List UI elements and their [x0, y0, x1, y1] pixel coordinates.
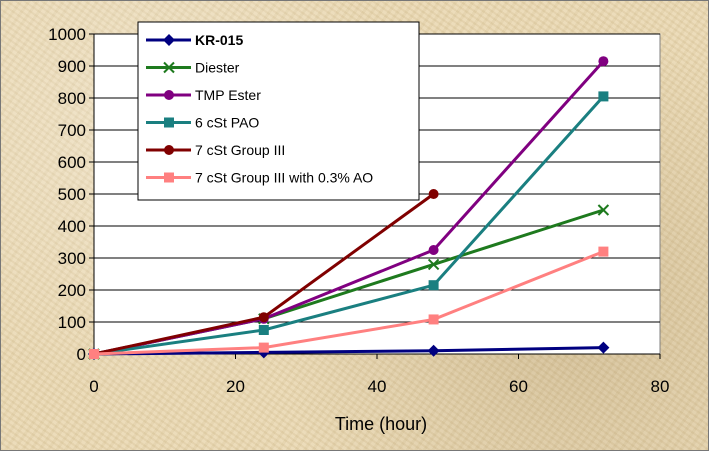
x-marker-stroke — [427, 258, 440, 271]
legend-label-7-cst-group-iii: 7 cSt Group III — [195, 142, 285, 158]
legend-label-7-cst-group-iii-with-0-3-ao: 7 cSt Group III with 0.3% AO — [195, 170, 373, 186]
y-tick-label: 500 — [58, 185, 86, 204]
data-point-tmp-ester — [428, 245, 439, 255]
data-point-6-cst-pao — [428, 280, 439, 291]
y-tick-label: 600 — [58, 153, 86, 172]
legend-label-tmp-ester: TMP Ester — [195, 87, 261, 103]
series-line-7-cst-group-iii-with-0-3-ao — [93, 250, 604, 356]
legend-marker-kr-015 — [163, 34, 175, 46]
data-point-7-cst-group-iii — [258, 312, 269, 323]
data-point-6-cst-pao — [598, 91, 609, 102]
y-tick-label: 300 — [58, 249, 86, 268]
legend-marker-7-cst-group-iii-with-0-3-ao — [164, 172, 174, 183]
y-tick-label: 800 — [58, 89, 86, 108]
x-marker-stroke — [597, 204, 610, 216]
x-tick-label: 0 — [89, 377, 98, 396]
legend-marker-7-cst-group-iii — [164, 145, 174, 155]
legend-box — [137, 21, 420, 201]
data-point-7-cst-group-iii-with-0-3-ao — [89, 349, 99, 359]
legend-label-6-cst-pao: 6 cSt PAO — [195, 115, 259, 131]
y-tick-label: 700 — [58, 121, 86, 140]
x-marker-stroke — [163, 61, 175, 74]
legend-marker-tmp-ester — [164, 90, 174, 100]
legend-marker-diester — [163, 61, 175, 74]
y-tick-label: 200 — [58, 281, 86, 300]
x-axis-title: Time (hour) — [335, 414, 427, 434]
legend-marker-6-cst-pao — [164, 117, 174, 128]
y-tick-label: 100 — [58, 313, 86, 332]
data-point-diester — [427, 258, 440, 271]
y-tick-label: 1000 — [48, 25, 86, 44]
x-tick-label: 40 — [368, 377, 387, 396]
y-tick-label: 0 — [77, 345, 86, 364]
data-point-kr-015 — [597, 341, 610, 354]
data-point-kr-015 — [427, 344, 440, 357]
data-point-7-cst-group-iii — [428, 189, 439, 199]
x-tick-label: 60 — [509, 377, 528, 396]
data-point-tmp-ester — [598, 56, 609, 67]
series-line-6-cst-pao — [93, 95, 605, 356]
series-line-kr-015 — [93, 346, 604, 356]
data-point-6-cst-pao — [258, 325, 269, 335]
data-point-7-cst-group-iii-with-0-3-ao — [598, 246, 609, 257]
legend-label-kr-015: KR-015 — [195, 32, 243, 48]
data-point-7-cst-group-iii-with-0-3-ao — [258, 342, 269, 353]
x-tick-label: 20 — [226, 377, 245, 396]
data-point-diester — [597, 204, 610, 216]
y-tick-label: 400 — [58, 217, 86, 236]
x-tick-label: 80 — [651, 377, 670, 396]
legend-label-diester: Diester — [195, 60, 240, 76]
data-point-7-cst-group-iii-with-0-3-ao — [428, 314, 439, 325]
y-tick-label: 900 — [58, 57, 86, 76]
